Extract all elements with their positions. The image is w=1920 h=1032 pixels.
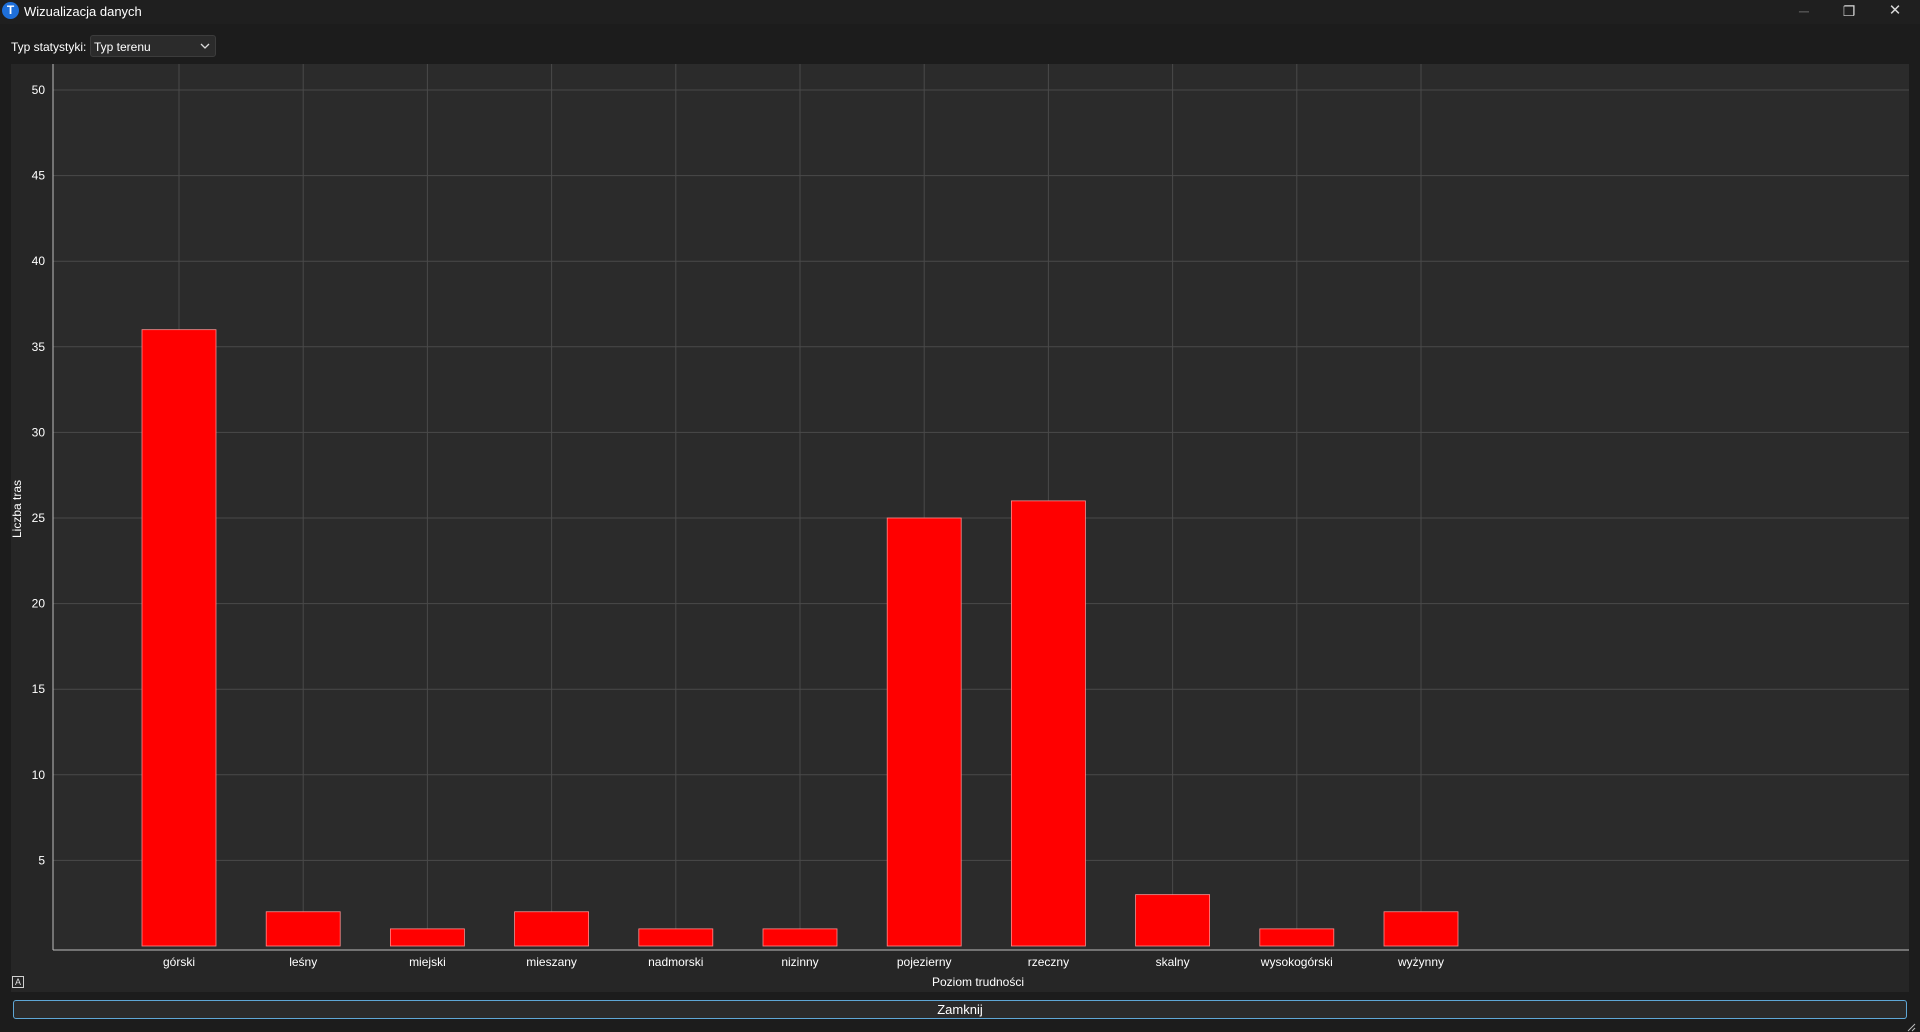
x-tick-label: wyżynny	[1397, 955, 1444, 969]
bar	[1383, 911, 1459, 947]
x-tick-label: leśny	[289, 955, 317, 969]
x-tick-label: nadmorski	[648, 955, 703, 969]
y-tick-label: 40	[32, 254, 46, 268]
close-window-button[interactable]: ✕	[1888, 2, 1902, 19]
bar-chart: 5 10 15 20 25 30 35 40 45 50 górski leśny miejski mie…	[11, 64, 1909, 989]
x-tick-label: rzeczny	[1028, 955, 1069, 969]
x-tick-label: miejski	[409, 955, 446, 969]
x-tick-label: wysokogórski	[1260, 955, 1333, 969]
x-tick-label: nizinny	[781, 955, 818, 969]
x-tick-label: skalny	[1156, 955, 1190, 969]
bar	[886, 517, 962, 947]
bar	[141, 329, 217, 947]
window-title: Wizualizacja danych	[24, 4, 142, 19]
bar	[265, 911, 341, 947]
close-button[interactable]: Zamknij	[13, 1000, 1907, 1019]
x-tick-label: mieszany	[526, 955, 577, 969]
y-tick-label: 5	[38, 853, 45, 867]
y-tick-label: 50	[32, 83, 46, 97]
stat-type-select[interactable]: Typ terenu	[90, 35, 216, 57]
minimize-button[interactable]: ─	[1799, 3, 1809, 19]
y-tick-label: 20	[32, 597, 46, 611]
plot-area	[53, 64, 1909, 950]
chevron-down-icon	[200, 38, 210, 57]
bar	[514, 911, 590, 947]
y-tick-label: 45	[32, 169, 46, 183]
bar	[1259, 928, 1335, 947]
font-a-icon[interactable]: A	[12, 976, 24, 988]
toolbar: Typ statystyki: Typ terenu	[0, 32, 1920, 60]
y-axis-title: Liczba tras	[11, 480, 24, 538]
resize-grip-icon[interactable]	[1906, 1022, 1916, 1032]
x-tick-label: górski	[163, 955, 195, 969]
y-tick-label: 10	[32, 768, 46, 782]
maximize-button[interactable]: ❐	[1842, 3, 1856, 19]
y-tick-label: 30	[32, 425, 46, 439]
bar	[762, 928, 838, 947]
title-bar: T Wizualizacja danych ─ ❐ ✕	[0, 0, 1920, 24]
x-tick-label: pojezierny	[897, 955, 952, 969]
chart-panel: 5 10 15 20 25 30 35 40 45 50 górski leśny miejski mie…	[11, 64, 1909, 992]
y-tick-label: 25	[32, 511, 46, 525]
bar	[1135, 894, 1210, 947]
y-tick-label: 15	[32, 682, 46, 696]
stat-type-label: Typ statystyki:	[11, 40, 87, 54]
bar	[1011, 500, 1086, 947]
bar	[389, 928, 465, 947]
x-axis-title: Poziom trudności	[932, 975, 1024, 989]
app-icon: T	[2, 2, 19, 19]
y-tick-label: 35	[32, 340, 46, 354]
stat-type-select-value: Typ terenu	[94, 40, 151, 54]
bar	[638, 928, 714, 947]
